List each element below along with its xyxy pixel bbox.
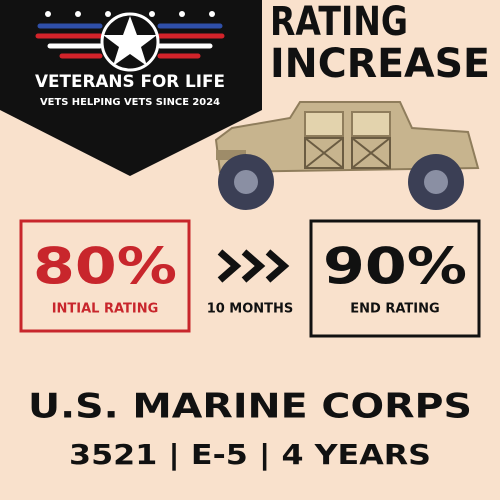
duration: 10 MONTHS [207,302,294,317]
headline-line: RATING [270,0,408,45]
end-box [309,219,481,338]
logo-star [103,16,157,66]
logo-tagline: VETS HELPING VETS SINCE 2024 [40,97,220,108]
initial-box [19,219,191,333]
logo-stars [45,11,215,17]
branch: U.S. MARINE CORPS [28,387,472,427]
logo-ring [100,12,160,72]
arrows [217,249,290,283]
initial-value: 80% [33,238,177,296]
headline-line: INCREASE [270,41,490,87]
logo-title: VETERANS FOR LIFE [35,72,225,92]
logo-wings [35,23,225,59]
initial-label: INTIAL RATING [52,302,159,317]
vehicle-illustration [214,101,480,210]
end-value: 90% [323,238,467,296]
end-label: END RATING [350,302,439,317]
details: 3521 | E-5 | 4 YEARS [69,438,431,471]
